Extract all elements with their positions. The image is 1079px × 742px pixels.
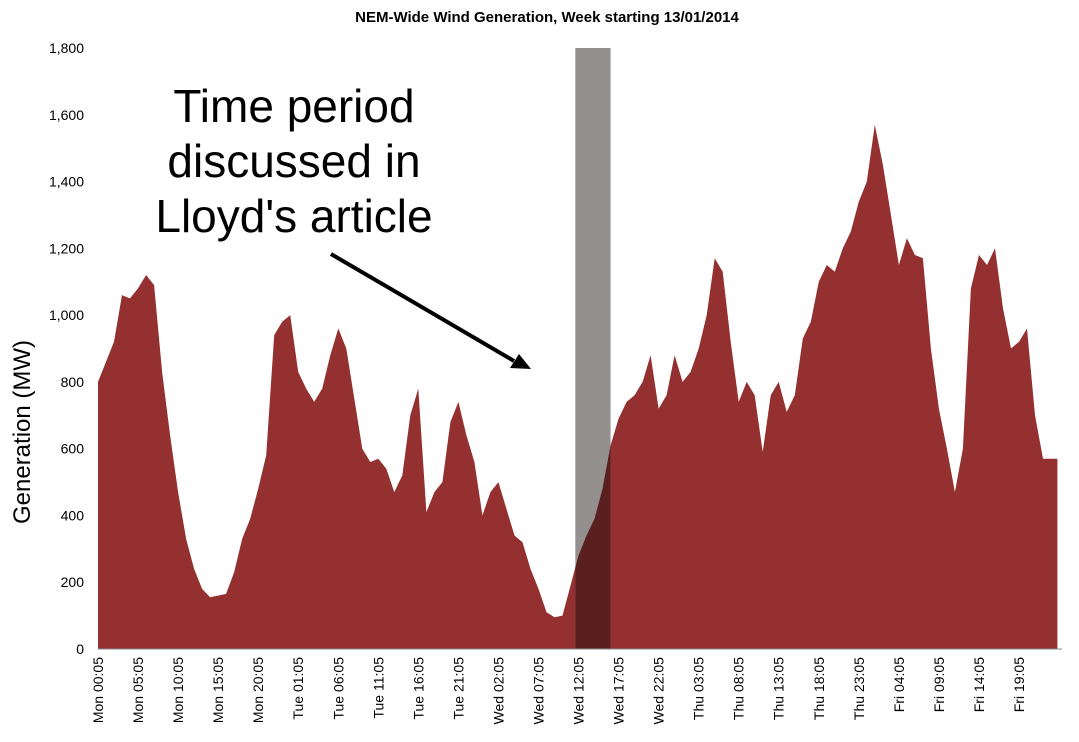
- annotation: Time period discussed in Lloyd's article: [155, 80, 531, 369]
- y-tick-label: 1,800: [49, 40, 84, 56]
- x-tick-label: Fri 14:05: [971, 657, 987, 712]
- annotation-line-3: Lloyd's article: [155, 190, 432, 242]
- annotation-arrow-shaft: [329, 252, 516, 363]
- x-tick-label: Tue 06:05: [330, 657, 346, 720]
- y-tick-label: 200: [61, 574, 85, 590]
- x-tick-label: Thu 08:05: [731, 657, 747, 720]
- x-tick-label: Tue 11:05: [370, 657, 386, 719]
- x-tick-label: Wed 22:05: [651, 657, 667, 725]
- annotation-arrow-head: [510, 354, 531, 369]
- x-tick-label: Mon 10:05: [170, 657, 186, 723]
- x-axis: Mon 00:05 Mon 05:05 Mon 10:05 Mon 15:05 Mon …: [90, 657, 1027, 725]
- series-area: [98, 124, 1058, 650]
- y-axis-label: Generation (MW): [9, 340, 36, 524]
- chart-title: NEM-Wide Wind Generation, Week starting …: [355, 9, 739, 26]
- annotation-line-1: Time period: [173, 80, 414, 132]
- y-axis: 0 200 400 600 800 1,000 1,200 1,400 1,600 1,800: [49, 40, 84, 657]
- x-tick-label: Mon 20:05: [250, 657, 266, 723]
- annotation-line-2: discussed in: [167, 135, 420, 187]
- x-tick-label: Mon 05:05: [130, 657, 146, 723]
- x-tick-label: Fri 19:05: [1011, 657, 1027, 712]
- x-tick-label: Fri 04:05: [891, 657, 907, 712]
- x-tick-label: Tue 16:05: [410, 657, 426, 720]
- x-tick-label: Fri 09:05: [931, 657, 947, 712]
- y-tick-label: 600: [61, 441, 85, 457]
- y-tick-label: 1,200: [49, 240, 84, 256]
- x-tick-label: Thu 13:05: [771, 657, 787, 720]
- x-tick-label: Tue 21:05: [450, 657, 466, 720]
- x-tick-label: Mon 00:05: [90, 657, 106, 723]
- y-tick-label: 1,600: [49, 107, 84, 123]
- series-area-in-band: [575, 445, 611, 649]
- x-tick-label: Thu 18:05: [811, 657, 827, 720]
- y-tick-label: 400: [61, 507, 85, 523]
- x-tick-label: Wed 02:05: [490, 657, 506, 725]
- x-tick-label: Thu 03:05: [691, 657, 707, 720]
- x-tick-label: Mon 15:05: [210, 657, 226, 723]
- x-tick-label: Thu 23:05: [851, 657, 867, 720]
- x-tick-label: Wed 12:05: [571, 657, 587, 725]
- x-tick-label: Tue 01:05: [290, 657, 306, 720]
- y-tick-label: 800: [61, 374, 85, 390]
- y-tick-label: 1,000: [49, 307, 84, 323]
- x-tick-label: Wed 07:05: [530, 657, 546, 725]
- y-tick-label: 0: [76, 641, 84, 657]
- plot-area: [98, 48, 1062, 650]
- y-tick-label: 1,400: [49, 174, 84, 190]
- x-tick-label: Wed 17:05: [611, 657, 627, 725]
